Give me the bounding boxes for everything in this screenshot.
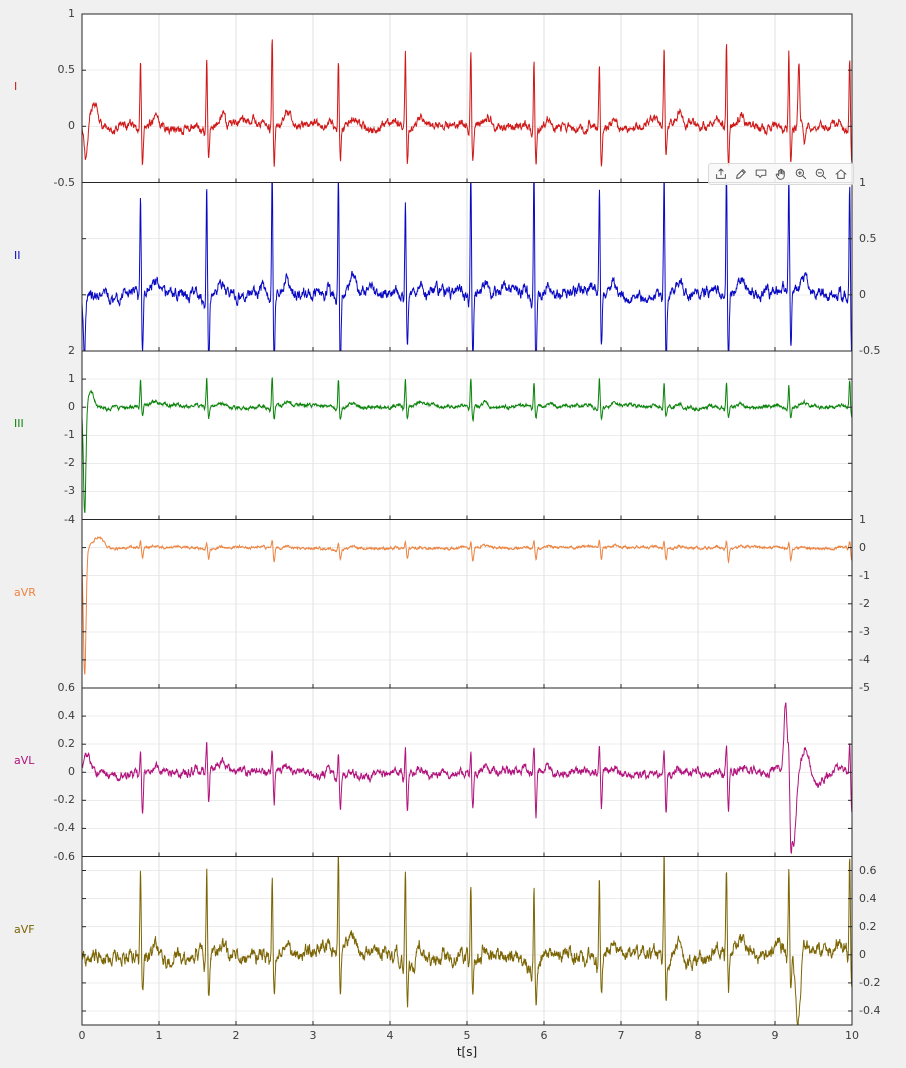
y-tick-label: -5: [859, 681, 870, 694]
lead-label-aVL: aVL: [14, 754, 35, 768]
y-tick-label: -0.5: [53, 175, 75, 189]
y-tick-label: -4: [859, 652, 870, 666]
trace-aVF: [82, 856, 852, 1025]
y-tick-label: 1: [68, 7, 75, 20]
y-tick-label: 0.5: [859, 231, 877, 245]
x-tick-label: 5: [463, 1029, 471, 1042]
trace-II: [82, 182, 852, 351]
restore-view-icon[interactable]: [832, 166, 850, 182]
y-tick-label: -4: [64, 512, 75, 526]
lead-label-aVR: aVR: [14, 585, 36, 599]
y-tick-label: 2: [68, 344, 75, 357]
x-tick-label: 8: [694, 1029, 702, 1042]
y-tick-label: -0.4: [53, 821, 75, 835]
x-tick-label: 2: [232, 1029, 240, 1042]
y-tick-label: 0.2: [859, 919, 877, 933]
pan-icon[interactable]: [772, 166, 790, 182]
x-axis-label: t[s]: [456, 1045, 478, 1059]
lead-label-II: II: [14, 248, 21, 262]
y-tick-label: -2: [859, 596, 870, 610]
y-tick-label: -3: [64, 484, 75, 498]
y-tick-label: -0.4: [859, 1003, 881, 1017]
lead-label-I: I: [14, 80, 18, 94]
y-tick-label: 1: [859, 512, 866, 526]
y-tick-label: 0.2: [57, 737, 76, 751]
y-tick-label: -3: [859, 624, 870, 638]
subplot-aVR: [81, 519, 853, 689]
trace-III: [82, 377, 852, 513]
y-tick-label: 0.4: [859, 891, 877, 905]
lead-label-aVF: aVF: [14, 922, 35, 936]
subplot-II: [81, 182, 853, 352]
y-tick-label: 1: [68, 372, 75, 386]
y-tick-label: 0: [859, 947, 866, 961]
y-tick-label: 1: [859, 175, 866, 189]
y-tick-label: -0.5: [859, 344, 881, 357]
y-tick-label: 0.6: [859, 863, 877, 877]
lead-label-III: III: [14, 417, 24, 431]
datatips-icon[interactable]: [752, 166, 770, 182]
y-tick-label: -1: [859, 568, 870, 582]
y-tick-label: 0.5: [57, 63, 76, 77]
y-tick-label: 0: [68, 765, 75, 779]
y-tick-label: -1: [64, 428, 75, 442]
y-tick-label: -0.6: [53, 849, 75, 863]
trace-aVL: [82, 702, 852, 855]
x-tick-label: 0: [78, 1029, 86, 1042]
trace-I: [82, 39, 852, 167]
zoom-in-icon[interactable]: [792, 166, 810, 182]
x-tick-label: 9: [771, 1029, 779, 1042]
brush-icon[interactable]: [732, 166, 750, 182]
x-tick-label: 6: [540, 1029, 548, 1042]
y-tick-label: 0.6: [57, 681, 76, 694]
y-tick-label: -0.2: [859, 975, 881, 989]
x-tick-label: 1: [155, 1029, 163, 1042]
subplot-aVF: [81, 856, 853, 1026]
y-tick-label: 0.4: [57, 709, 76, 723]
x-tick-label: 10: [845, 1029, 859, 1042]
y-tick-label: 0: [68, 400, 75, 414]
subplot-I: [81, 13, 853, 183]
x-tick-label: 3: [309, 1029, 317, 1042]
y-tick-label: 0: [859, 540, 866, 554]
export-icon[interactable]: [712, 166, 730, 182]
y-tick-label: 0: [68, 119, 75, 133]
y-tick-label: -2: [64, 456, 75, 470]
subplot-III: [81, 350, 853, 520]
y-tick-label: -0.2: [53, 793, 75, 807]
trace-aVR: [82, 535, 852, 675]
x-tick-label: 7: [617, 1029, 625, 1042]
y-tick-label: 0: [859, 287, 866, 301]
zoom-out-icon[interactable]: [812, 166, 830, 182]
subplot-aVL: [81, 687, 853, 857]
axes-toolbar: [708, 163, 854, 185]
x-tick-label: 4: [386, 1029, 394, 1042]
